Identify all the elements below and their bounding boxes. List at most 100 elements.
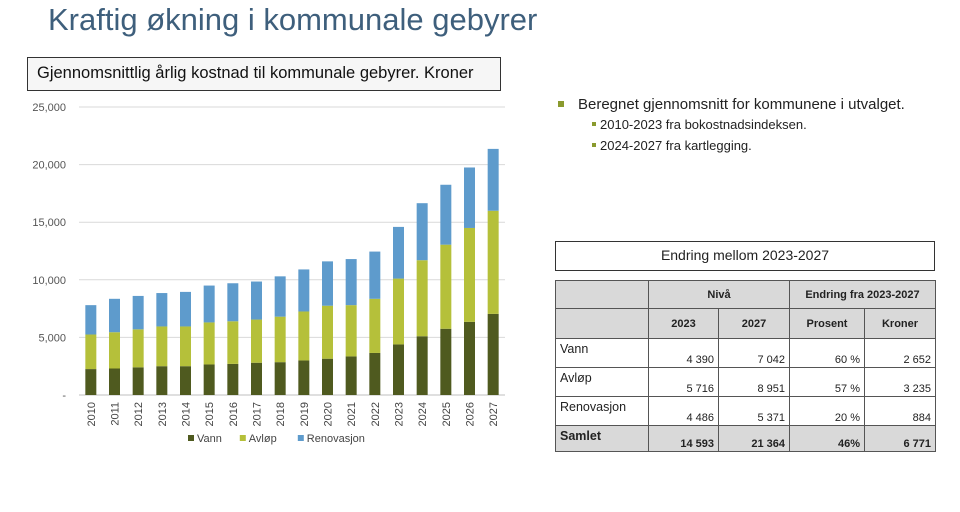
bar-segment-avløp	[322, 305, 333, 359]
bar-segment-renovasjon	[156, 293, 168, 327]
x-tick-label: 2027	[488, 402, 500, 426]
legend-swatch-avløp	[239, 435, 246, 441]
bullet-list: Beregnet gjennomsnitt for kommunene i ut…	[556, 96, 916, 155]
table-cell: 7 042	[718, 338, 790, 368]
bullet-main: Beregnet gjennomsnitt for kommunene i ut…	[556, 96, 916, 113]
bar-segment-avløp	[85, 334, 97, 370]
bar-segment-avløp	[416, 260, 428, 337]
x-tick-label: 2023	[394, 402, 406, 426]
x-tick-label: 2011	[110, 402, 122, 426]
col-header: 2027	[718, 308, 790, 339]
x-tick-label: 2010	[86, 402, 98, 426]
x-tick-label: 2020	[323, 402, 335, 426]
table-cell: 5 716	[648, 367, 719, 397]
x-tick-label: 2017	[252, 402, 264, 426]
bar-segment-vann	[440, 328, 452, 395]
legend-label: Vann	[197, 433, 222, 445]
bar-segment-renovasjon	[345, 259, 357, 306]
bar-segment-avløp	[298, 311, 310, 361]
bar-segment-vann	[227, 363, 239, 395]
bar-segment-avløp	[345, 305, 357, 357]
bar-segment-vann	[369, 352, 381, 395]
x-tick-label: 2012	[133, 402, 145, 426]
bar-segment-renovasjon	[487, 148, 499, 211]
bar-segment-vann	[132, 367, 144, 395]
x-tick-label: 2015	[204, 402, 216, 426]
row-label: Vann	[555, 338, 649, 368]
row-label: Renovasjon	[555, 396, 649, 426]
col-header: Kroner	[864, 308, 936, 339]
bar-segment-renovasjon	[440, 184, 452, 245]
bullet-sub: 2024-2027 fra kartlegging.	[556, 136, 916, 155]
table-cell: 20 %	[789, 396, 865, 426]
y-tick-label: 25,000	[32, 102, 66, 114]
table-cell: 3 235	[864, 367, 936, 397]
bar-segment-vann	[298, 360, 310, 395]
x-tick-label: 2025	[441, 402, 453, 426]
x-tick-label: 2014	[181, 402, 193, 426]
bar-segment-avløp	[180, 326, 191, 367]
legend-swatch-renovasjon	[297, 435, 304, 441]
bar-segment-vann	[156, 366, 168, 395]
bullet-square-icon	[592, 122, 596, 126]
col-header: Prosent	[789, 308, 865, 339]
bar-segment-avløp	[369, 298, 381, 353]
x-tick-label: 2026	[465, 402, 477, 426]
bullet-sub: 2010-2023 fra bokostnadsindeksen.	[556, 115, 916, 134]
bullet-square-icon	[592, 143, 596, 147]
y-tick-label: 20,000	[32, 160, 66, 172]
bar-segment-renovasjon	[132, 295, 144, 330]
bar-segment-renovasjon	[227, 283, 239, 322]
table-total-row: Samlet 14 593 21 364 46% 6 771	[555, 425, 936, 452]
x-tick-label: 2024	[417, 402, 429, 426]
bullet-sub-text: 2024-2027 fra kartlegging.	[600, 138, 752, 153]
bar-segment-vann	[251, 362, 262, 395]
bar-segment-avløp	[440, 244, 452, 329]
table-corner-cell	[555, 308, 649, 339]
x-tick-label: 2018	[275, 402, 287, 426]
table-row: Renovasjon 4 486 5 371 20 % 884	[555, 396, 936, 426]
row-label: Avløp	[555, 367, 649, 397]
bar-segment-avløp	[227, 321, 239, 364]
table-cell: 21 364	[718, 425, 790, 452]
bar-segment-renovasjon	[109, 298, 120, 333]
x-tick-label: 2022	[370, 402, 382, 426]
y-tick-label: 5,000	[38, 332, 66, 344]
bar-segment-avløp	[251, 319, 262, 363]
bullet-sub-text: 2010-2023 fra bokostnadsindeksen.	[600, 117, 807, 132]
bar-segment-renovasjon	[322, 261, 333, 306]
row-label: Samlet	[555, 425, 649, 452]
bar-segment-renovasjon	[393, 226, 404, 279]
bullet-main-text: Beregnet gjennomsnitt for kommunene i ut…	[578, 96, 905, 113]
group-header-change: Endring fra 2023-2027	[789, 280, 936, 309]
legend-label: Renovasjon	[307, 433, 365, 445]
bar-segment-vann	[345, 356, 357, 395]
bar-segment-renovasjon	[298, 269, 310, 312]
bar-segment-vann	[464, 321, 475, 395]
table-row: Avløp 5 716 8 951 57 % 3 235	[555, 367, 936, 397]
bar-segment-vann	[109, 368, 120, 395]
table-cell: 6 771	[864, 425, 936, 452]
y-tick-label: -	[62, 390, 66, 402]
bullet-square-icon	[558, 101, 564, 107]
bar-segment-renovasjon	[251, 281, 262, 320]
bar-segment-vann	[180, 366, 191, 395]
x-tick-label: 2019	[299, 402, 311, 426]
bar-segment-avløp	[156, 326, 168, 367]
bar-segment-vann	[487, 313, 499, 395]
table-corner-cell	[555, 280, 649, 309]
stacked-bar-chart: - 5,000 10,000 15,000 20,000 25,000 2010 2011 20…	[32, 102, 505, 445]
table-cell: 60 %	[789, 338, 865, 368]
bar-segment-avløp	[132, 329, 144, 368]
y-tick-label: 15,000	[32, 217, 66, 229]
chart-title: Gjennomsnittlig årlig kostnad til kommun…	[27, 57, 501, 91]
bar-segment-vann	[322, 358, 333, 395]
bar-segment-renovasjon	[416, 203, 428, 261]
bar-segment-avløp	[464, 227, 475, 322]
bar-segment-avløp	[274, 316, 286, 363]
col-header: 2023	[648, 308, 719, 339]
bar-segment-avløp	[203, 322, 215, 365]
group-header-level: Nivå	[648, 280, 790, 309]
bar-segment-renovasjon	[369, 251, 381, 299]
change-table: Nivå Endring fra 2023-2027 2023 2027 Pro…	[555, 280, 936, 452]
